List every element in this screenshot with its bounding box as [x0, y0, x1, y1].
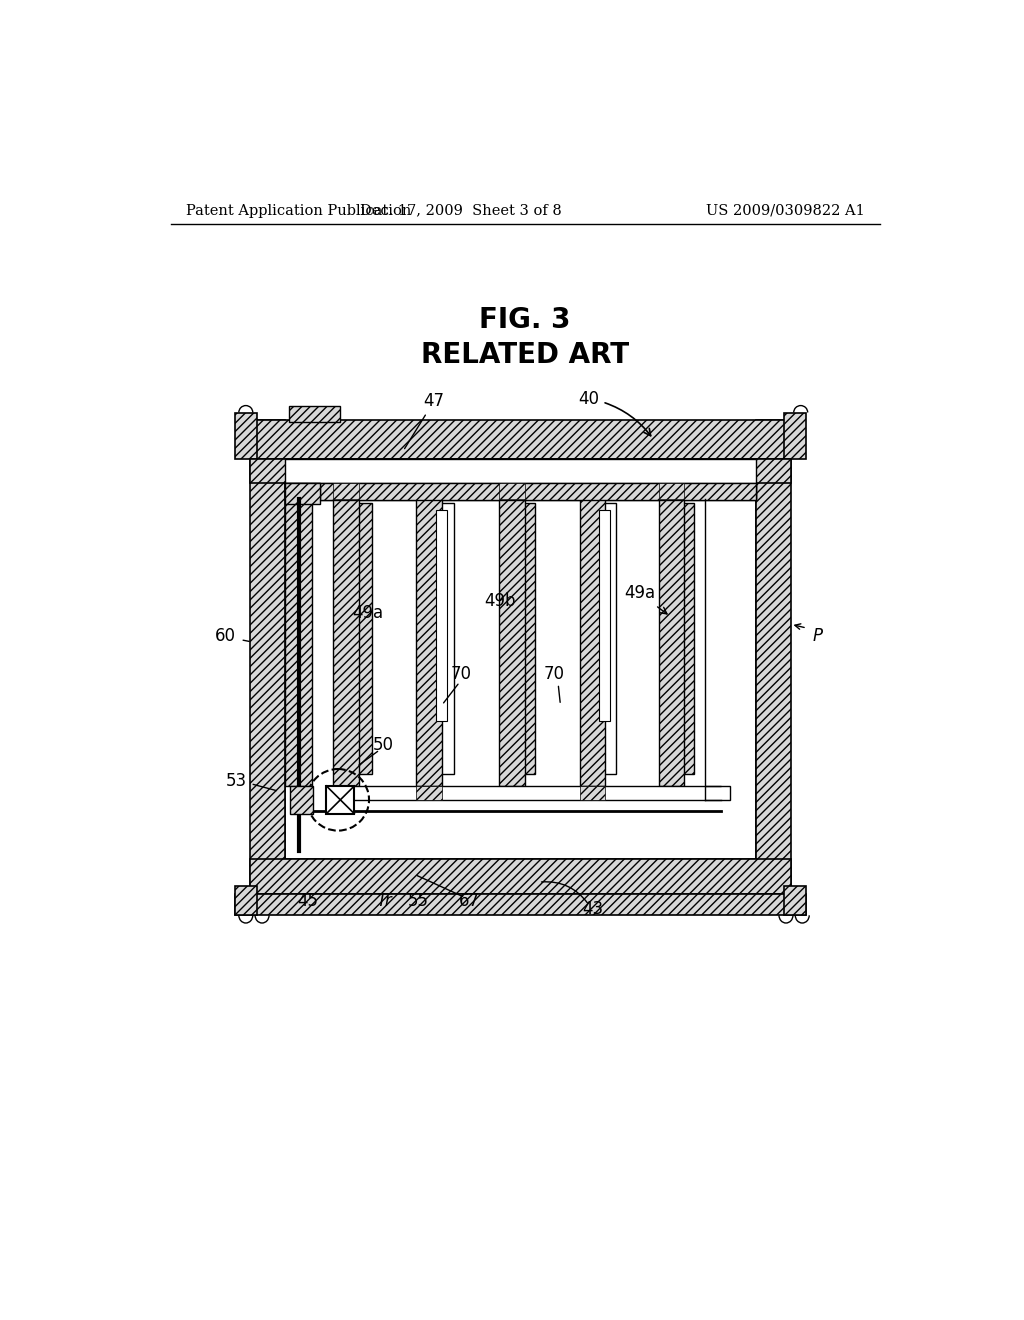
Bar — [417, 499, 442, 785]
Bar — [599, 511, 610, 721]
Bar — [334, 499, 359, 785]
Bar — [784, 886, 806, 915]
Text: US 2009/0309822 A1: US 2009/0309822 A1 — [706, 203, 864, 218]
Bar — [286, 483, 756, 500]
Bar — [658, 499, 684, 785]
Bar — [286, 499, 312, 785]
Text: 67: 67 — [459, 892, 479, 911]
Bar — [286, 459, 756, 483]
Text: 53: 53 — [226, 772, 247, 789]
Text: 60: 60 — [214, 627, 236, 644]
Text: Tr: Tr — [376, 892, 391, 911]
Bar — [234, 412, 257, 459]
Bar — [286, 483, 756, 499]
Bar — [593, 503, 616, 775]
Text: RELATED ART: RELATED ART — [421, 341, 629, 368]
Text: 70: 70 — [451, 665, 472, 684]
Bar — [286, 483, 756, 500]
Bar — [784, 412, 806, 459]
Bar — [580, 785, 605, 800]
Bar — [436, 511, 447, 721]
Text: FIG. 3: FIG. 3 — [479, 306, 570, 334]
Bar — [430, 503, 454, 775]
Bar — [756, 420, 791, 894]
Bar — [417, 785, 442, 800]
Text: 70: 70 — [544, 665, 565, 684]
Bar — [234, 886, 257, 915]
Text: P: P — [813, 627, 822, 644]
Bar — [658, 483, 684, 499]
Text: 40: 40 — [579, 389, 650, 436]
Text: 45: 45 — [297, 892, 318, 911]
Bar — [286, 483, 756, 859]
Text: Dec. 17, 2009  Sheet 3 of 8: Dec. 17, 2009 Sheet 3 of 8 — [360, 203, 562, 218]
Bar — [251, 420, 286, 894]
Bar — [286, 483, 321, 500]
Bar — [500, 483, 525, 499]
Bar — [290, 785, 313, 813]
Text: 43: 43 — [583, 900, 603, 919]
Bar — [512, 503, 535, 775]
Bar — [286, 483, 321, 504]
Bar — [671, 503, 693, 775]
Text: 50: 50 — [374, 737, 394, 754]
Text: 49a: 49a — [624, 585, 667, 614]
Bar — [327, 785, 354, 813]
Bar — [349, 503, 372, 775]
Bar — [334, 483, 359, 499]
Bar — [234, 894, 806, 915]
Bar — [500, 499, 525, 785]
Bar — [251, 459, 791, 483]
Text: 49a: 49a — [352, 603, 384, 622]
Text: 47: 47 — [404, 392, 444, 449]
Bar — [251, 420, 791, 459]
Bar — [289, 407, 340, 422]
Text: 49b: 49b — [484, 593, 516, 610]
Bar — [251, 859, 791, 894]
Bar — [334, 785, 730, 800]
Text: Patent Application Publication: Patent Application Publication — [186, 203, 412, 218]
Bar — [580, 499, 605, 785]
Text: 55: 55 — [409, 892, 429, 911]
